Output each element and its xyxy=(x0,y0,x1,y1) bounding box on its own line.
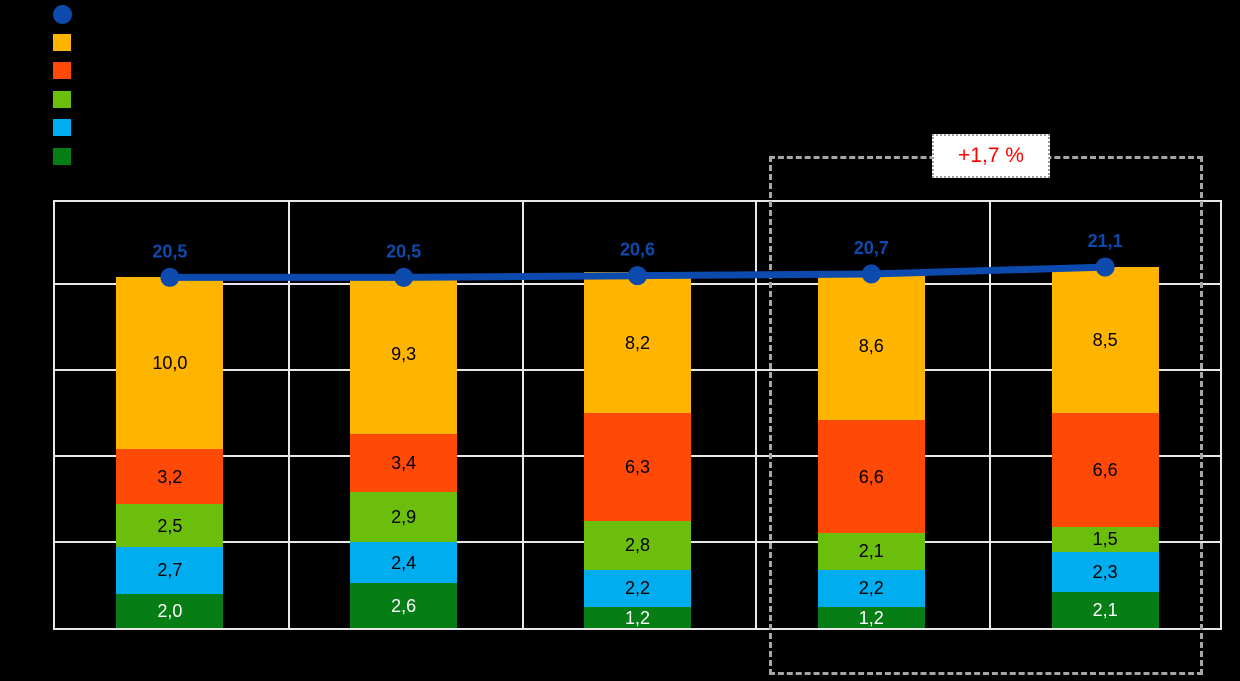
stacked-bar: 9,3 3,4 2,9 2,4 2,6 xyxy=(350,273,458,628)
segment-label: 8,5 xyxy=(1092,329,1118,350)
segment-yellow: 8,5 xyxy=(1051,266,1159,414)
stacked-bar: 10,0 3,2 2,5 2,7 2,0 xyxy=(116,277,224,628)
segment-label: 9,3 xyxy=(391,343,417,364)
segment-label: 2,4 xyxy=(391,552,417,573)
segment-darkgreen: 1,2 xyxy=(817,607,925,628)
segment-darkgreen: 2,6 xyxy=(350,583,458,628)
segment-darkgreen: 2,1 xyxy=(1051,591,1159,628)
segment-label: 6,6 xyxy=(1092,459,1118,480)
segment-label: 2,0 xyxy=(157,600,183,621)
segment-label: 2,2 xyxy=(858,578,884,599)
segment-label: 2,3 xyxy=(1092,562,1118,583)
stacked-bar: 8,5 6,6 1,5 2,3 2,1 xyxy=(1051,266,1159,628)
segment-darkgreen: 2,0 xyxy=(116,593,224,628)
legend-item xyxy=(53,90,72,109)
segment-darkgreen: 1,2 xyxy=(584,607,691,628)
segment-label: 1,2 xyxy=(858,607,884,628)
stacked-bar: 8,2 6,3 2,8 2,2 1,2 xyxy=(584,272,691,628)
segment-label: 8,6 xyxy=(858,335,884,356)
segment-label: 2,8 xyxy=(624,535,651,556)
segment-lightblue: 2,3 xyxy=(1051,552,1159,592)
segment-label: 1,5 xyxy=(1092,529,1118,550)
legend-item xyxy=(53,62,72,80)
series-yellow-marker-icon xyxy=(53,33,71,51)
segment-label: 6,3 xyxy=(624,457,651,478)
segment-label: 2,6 xyxy=(391,595,417,616)
segment-yellow: 8,6 xyxy=(817,272,925,420)
legend-item xyxy=(53,147,72,166)
segment-label: 2,9 xyxy=(391,507,417,528)
vertical-gridline xyxy=(287,202,290,628)
growth-annotation-label: +1,7 % xyxy=(958,144,1024,167)
legend-item xyxy=(53,119,72,137)
growth-annotation-box: +1,7 % xyxy=(932,134,1050,178)
segment-orange: 6,3 xyxy=(584,413,691,522)
total-line-marker-icon xyxy=(53,5,72,24)
segment-green: 2,9 xyxy=(350,492,458,543)
segment-green: 1,5 xyxy=(1051,526,1159,553)
legend-item xyxy=(53,33,72,52)
segment-label: 2,5 xyxy=(157,515,183,536)
segment-orange: 3,4 xyxy=(350,433,458,493)
segment-label: 3,2 xyxy=(157,466,183,487)
segment-label: 3,4 xyxy=(391,452,417,473)
segment-lightblue: 2,2 xyxy=(584,569,691,608)
segment-label: 6,6 xyxy=(858,466,884,487)
series-darkgreen-marker-icon xyxy=(53,147,71,165)
segment-label: 2,2 xyxy=(624,578,651,599)
segment-yellow: 8,2 xyxy=(584,272,691,414)
segment-green: 2,5 xyxy=(116,504,224,548)
segment-yellow: 10,0 xyxy=(116,277,224,450)
vertical-gridline xyxy=(755,202,758,628)
segment-green: 2,8 xyxy=(584,521,691,570)
segment-label: 2,7 xyxy=(157,560,183,581)
segment-label: 8,2 xyxy=(624,332,651,353)
vertical-gridline xyxy=(989,202,992,628)
segment-label: 2,1 xyxy=(1092,599,1118,620)
segment-orange: 3,2 xyxy=(116,449,224,505)
segment-lightblue: 2,7 xyxy=(116,547,224,594)
segment-label: 2,1 xyxy=(858,541,884,562)
legend-item xyxy=(53,5,72,24)
highlight-dashed-rectangle xyxy=(769,156,1203,675)
vertical-gridline xyxy=(521,202,524,628)
series-lightblue-marker-icon xyxy=(53,119,71,136)
segment-label: 1,2 xyxy=(624,607,651,628)
series-green-marker-icon xyxy=(53,90,71,108)
segment-orange: 6,6 xyxy=(817,419,925,534)
series-orange-marker-icon xyxy=(53,62,71,79)
segment-label: 10,0 xyxy=(152,353,188,374)
stacked-bar: 8,6 6,6 2,1 2,2 1,2 xyxy=(817,272,925,628)
segment-orange: 6,6 xyxy=(1051,413,1159,527)
segment-lightblue: 2,2 xyxy=(817,569,925,608)
segment-green: 2,1 xyxy=(817,533,925,570)
segment-yellow: 9,3 xyxy=(350,273,458,434)
segment-lightblue: 2,4 xyxy=(350,542,458,584)
